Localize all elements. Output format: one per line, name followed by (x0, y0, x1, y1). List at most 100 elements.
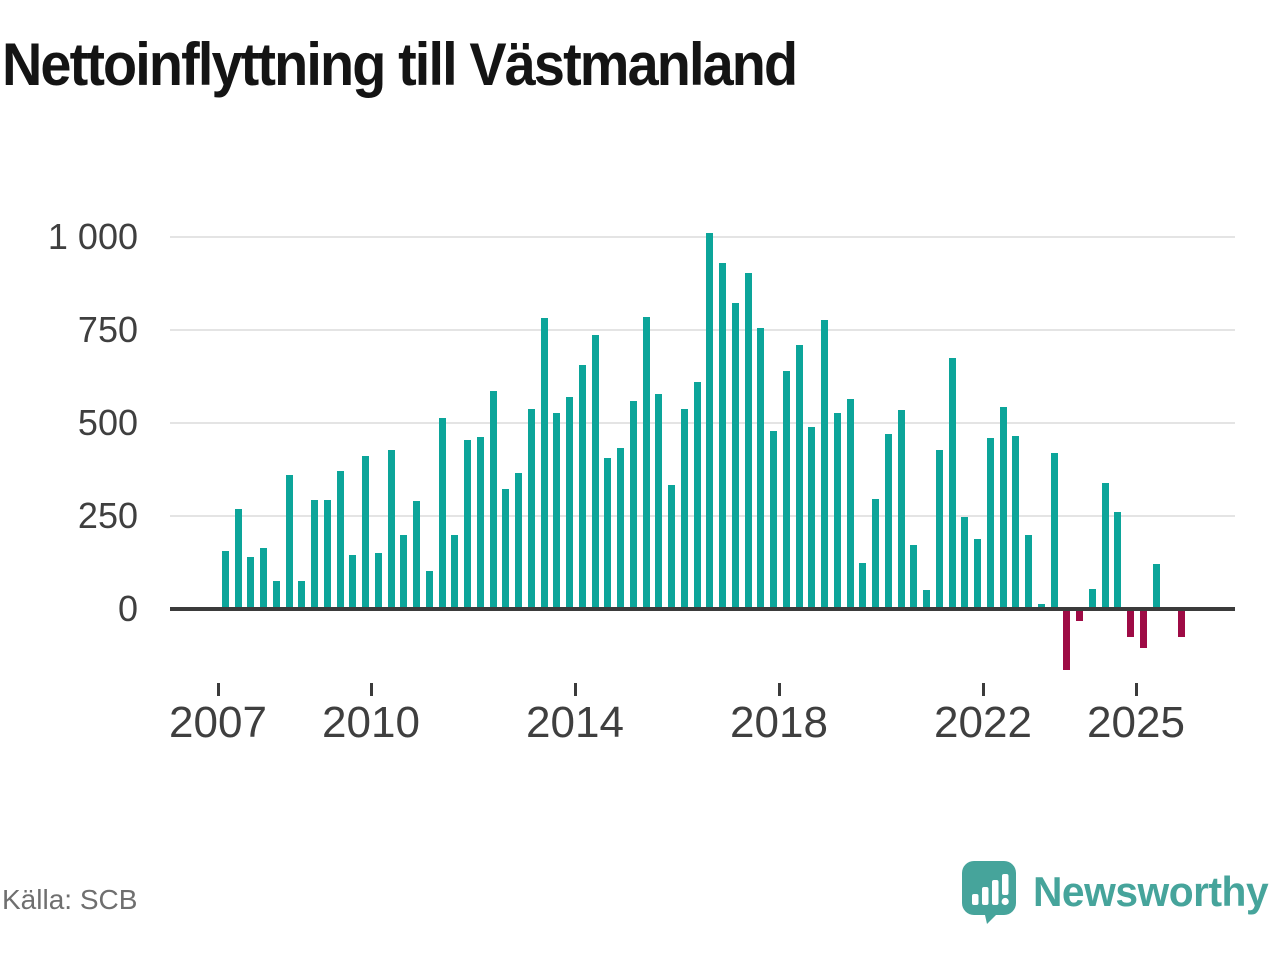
bar-2024-Q4 (1127, 609, 1134, 638)
bar-2022-Q2 (999, 407, 1007, 609)
newsworthy-speech-bubble-chart-icon (962, 861, 1016, 924)
x-tick-2022 (982, 683, 985, 696)
bar-2017-Q4 (770, 431, 777, 609)
bar-2009-Q4 (362, 455, 369, 609)
x-tick-2007 (217, 683, 220, 696)
bar-2025-Q4 (1178, 609, 1185, 637)
bar-2009-Q1 (323, 500, 331, 609)
bar-2009-Q3 (349, 555, 357, 609)
bar-2019-Q1 (833, 412, 841, 609)
x-tick-label-2018: 2018 (730, 698, 828, 747)
gridline-500 (170, 422, 1235, 424)
x-tick-label-2025: 2025 (1087, 698, 1185, 747)
bar-2011-Q1 (425, 570, 433, 609)
bar-2018-Q1 (782, 370, 790, 609)
bar-chart-plot-area: 2007 2010 2014 2018 2022 2025 (169, 190, 1235, 750)
bar-2010-Q3 (400, 534, 408, 609)
bar-2025-Q1 (1139, 609, 1147, 649)
bar-2023-Q2 (1050, 452, 1058, 609)
bar-2015-Q3 (655, 393, 663, 609)
bar-2007-Q4 (260, 547, 267, 609)
bar-2007-Q3 (247, 556, 255, 609)
bar-2017-Q1 (731, 303, 739, 609)
bar-2008-Q3 (298, 581, 306, 609)
bar-2025-Q2 (1152, 563, 1160, 609)
bar-2015-Q4 (668, 485, 675, 609)
bar-2020-Q4 (923, 590, 930, 609)
bar-2016-Q1 (680, 409, 688, 609)
x-tick-label-2022: 2022 (934, 698, 1032, 747)
bar-2018-Q4 (821, 319, 828, 609)
bar-2023-Q3 (1063, 609, 1071, 671)
bar-2022-Q1 (986, 437, 994, 609)
bar-2008-Q2 (285, 475, 293, 609)
bar-2011-Q3 (451, 534, 459, 609)
bar-2022-Q3 (1012, 436, 1020, 609)
bar-2017-Q3 (757, 327, 765, 609)
bar-2013-Q3 (553, 412, 561, 609)
newsworthy-wordmark: Newsworthy (1033, 868, 1269, 915)
bar-2018-Q3 (808, 426, 816, 609)
bar-2010-Q2 (387, 449, 395, 609)
bar-2014-Q1 (578, 364, 586, 609)
bar-2012-Q2 (489, 391, 497, 609)
x-tick-2010 (370, 683, 373, 696)
bar-2018-Q2 (795, 344, 803, 609)
bar-2013-Q2 (540, 317, 548, 609)
bar-2008-Q1 (272, 581, 280, 609)
source-caption: Källa: SCB (2, 884, 138, 915)
bar-2023-Q1 (1037, 604, 1045, 609)
bar-2023-Q4 (1076, 609, 1083, 622)
bar-2013-Q4 (566, 397, 573, 609)
bar-2024-Q1 (1088, 589, 1096, 609)
bar-2019-Q2 (846, 399, 854, 609)
bar-2011-Q2 (438, 418, 446, 609)
bar-2009-Q2 (336, 471, 344, 609)
bar-2016-Q2 (693, 382, 701, 609)
bar-2021-Q3 (961, 516, 969, 609)
y-axis-labels: 1 000 750 500 250 0 (28, 190, 138, 750)
bar-2020-Q3 (910, 545, 918, 609)
bar-2017-Q2 (744, 272, 752, 609)
bar-2021-Q4 (974, 539, 981, 609)
bar-2013-Q1 (527, 409, 535, 609)
x-tick-2014 (574, 683, 577, 696)
bar-2022-Q4 (1025, 534, 1032, 609)
bar-2021-Q2 (948, 358, 956, 609)
page-title: Nettoinflyttning till Västmanland (2, 31, 798, 98)
x-axis-zero-line (170, 607, 1235, 611)
bar-2008-Q4 (311, 500, 318, 609)
gridline-1000 (170, 236, 1235, 238)
gridline-750 (170, 329, 1235, 331)
bar-2024-Q2 (1101, 483, 1109, 609)
bar-2015-Q1 (629, 401, 637, 609)
bar-2015-Q2 (642, 316, 650, 609)
bar-2016-Q3 (706, 232, 714, 609)
x-tick-2025 (1135, 683, 1138, 696)
bar-2010-Q1 (374, 553, 382, 609)
bar-2014-Q3 (604, 458, 612, 609)
bar-2024-Q3 (1114, 511, 1122, 609)
y-tick-label-1000: 1 000 (47, 216, 138, 257)
bar-2007-Q1 (221, 551, 229, 609)
bar-2007-Q2 (234, 508, 242, 609)
newsworthy-logo: Newsworthy (961, 860, 1275, 924)
bar-2014-Q4 (617, 447, 624, 609)
bar-2021-Q1 (935, 450, 943, 609)
x-tick-label-2014: 2014 (526, 698, 624, 747)
x-tick-label-2007: 2007 (169, 698, 267, 747)
x-tick-2018 (778, 683, 781, 696)
gridline-250 (170, 515, 1235, 517)
bar-2011-Q4 (464, 439, 471, 609)
y-tick-label-500: 500 (77, 402, 138, 443)
bar-2016-Q4 (719, 263, 726, 609)
bar-2020-Q2 (897, 409, 905, 609)
x-tick-label-2010: 2010 (322, 698, 420, 747)
bar-2012-Q1 (476, 436, 484, 609)
y-tick-label-750: 750 (77, 309, 138, 350)
bar-2019-Q3 (859, 563, 867, 609)
bar-2020-Q1 (884, 434, 892, 609)
bar-2014-Q2 (591, 335, 599, 609)
bar-2012-Q4 (515, 473, 522, 609)
bar-2019-Q4 (872, 499, 879, 609)
